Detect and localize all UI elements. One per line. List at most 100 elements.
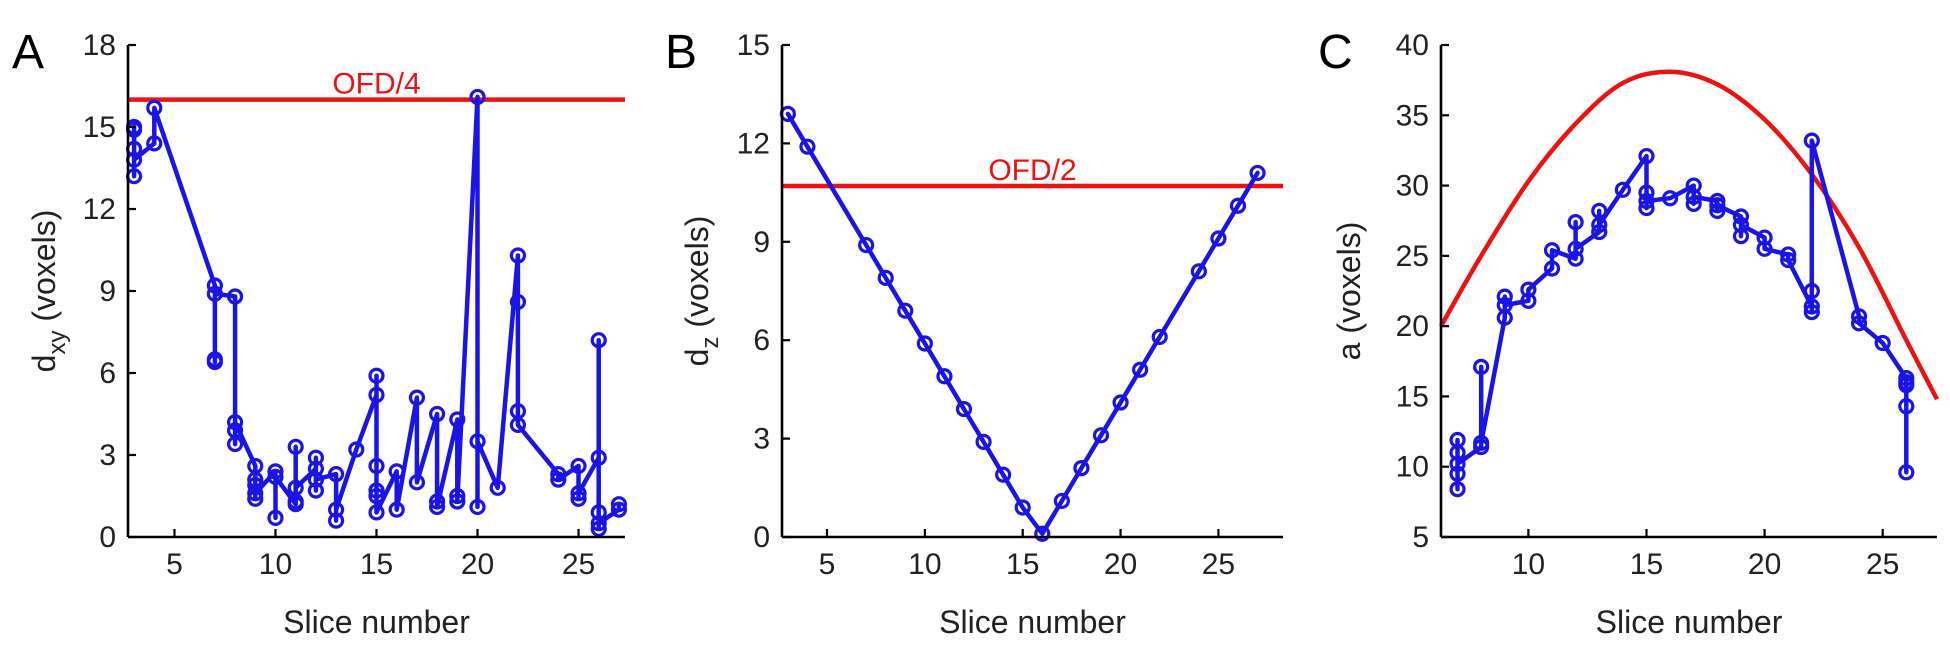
data-point xyxy=(1803,298,1820,315)
x-tick-label: 5 xyxy=(819,548,836,581)
y-axis-title-main: d xyxy=(679,349,715,367)
data-point xyxy=(348,441,365,458)
data-point xyxy=(1614,181,1631,198)
x-tick-label: 20 xyxy=(1748,548,1781,581)
x-tick-label: 20 xyxy=(461,548,494,581)
data-point xyxy=(1473,434,1490,451)
y-axis-title-subscript: z xyxy=(697,337,724,349)
data-point xyxy=(226,288,244,305)
data-point xyxy=(388,501,405,518)
data-point xyxy=(1449,481,1466,498)
data-point xyxy=(1449,465,1466,482)
reference-label: OFD/4 xyxy=(332,68,420,101)
data-point xyxy=(429,498,446,516)
y-tick-label: 15 xyxy=(1396,380,1429,413)
series-line-dxy xyxy=(131,94,622,532)
data-point xyxy=(388,463,405,480)
data-point xyxy=(307,471,324,488)
data-point xyxy=(590,515,607,532)
data-point xyxy=(1803,282,1820,300)
data-point xyxy=(1034,525,1051,542)
y-axis-title-rest: (voxels) xyxy=(1331,222,1367,343)
y-tick-label: 6 xyxy=(99,357,116,390)
data-point xyxy=(287,479,304,496)
data-point xyxy=(550,471,567,488)
x-tick-label: 15 xyxy=(360,548,393,581)
data-point xyxy=(1638,199,1655,217)
data-point xyxy=(1732,208,1750,225)
y-tick-label: 40 xyxy=(1396,29,1429,62)
data-point xyxy=(1638,147,1655,165)
data-point xyxy=(1151,328,1168,346)
x-tick-label: 10 xyxy=(908,548,941,581)
data-point xyxy=(1803,303,1820,321)
data-point xyxy=(247,476,264,494)
y-axis-title-rest: (voxels) xyxy=(26,210,62,331)
data-point xyxy=(429,405,446,423)
y-tick-label: 9 xyxy=(99,275,116,308)
x-axis-title: Slice number xyxy=(1596,604,1783,640)
data-point xyxy=(449,411,466,428)
data-point xyxy=(368,386,385,403)
x-tick-label: 15 xyxy=(1630,548,1663,581)
data-point xyxy=(1756,229,1773,246)
data-point xyxy=(226,414,244,431)
y-tick-label: 18 xyxy=(83,29,116,62)
data-point xyxy=(955,400,973,418)
data-point xyxy=(550,466,567,483)
data-point xyxy=(226,435,244,453)
y-tick-label: 10 xyxy=(1396,451,1429,484)
data-point xyxy=(247,485,264,502)
x-tick-label: 25 xyxy=(562,548,595,581)
data-point xyxy=(146,135,163,152)
data-point xyxy=(368,504,385,521)
data-point xyxy=(1898,464,1915,481)
data-point xyxy=(1898,374,1915,391)
data-point xyxy=(509,416,527,434)
data-point xyxy=(368,457,385,475)
data-point xyxy=(287,438,304,455)
data-point xyxy=(307,482,324,499)
data-point xyxy=(1449,444,1466,461)
data-point xyxy=(1732,216,1750,234)
data-point xyxy=(1803,132,1820,149)
y-axis-title-rest: (voxels) xyxy=(679,216,715,337)
y-tick-label: 9 xyxy=(753,226,770,259)
series-line-a xyxy=(1455,138,1909,492)
data-point xyxy=(975,433,992,450)
data-point xyxy=(1132,361,1149,378)
y-tick-label: 3 xyxy=(99,439,116,472)
data-point xyxy=(1543,260,1561,277)
y-tick-label: 30 xyxy=(1396,170,1429,203)
data-point xyxy=(307,460,324,477)
data-point xyxy=(799,138,816,155)
y-tick-label: 25 xyxy=(1396,240,1429,273)
y-tick-label: 35 xyxy=(1396,99,1429,132)
data-point xyxy=(509,247,527,264)
data-point xyxy=(206,351,223,368)
data-point xyxy=(408,389,426,406)
x-tick-label: 10 xyxy=(259,548,292,581)
data-point xyxy=(1190,263,1207,280)
panel-c: C 5 10 15 20 25 30 35 40 10 15 20 25 Slice number a (v… xyxy=(1318,26,1939,640)
data-point xyxy=(936,368,953,385)
data-point xyxy=(1780,246,1797,263)
data-point xyxy=(1496,296,1513,314)
data-point xyxy=(429,493,446,510)
data-point xyxy=(1874,334,1891,352)
panel-a: A OFD/4 0 3 6 9 12 15 18 5 10 15 20 25 Slice number dxy… xyxy=(12,26,628,640)
y-tick-label: 6 xyxy=(753,324,770,357)
data-point xyxy=(590,504,607,521)
y-tick-label: 3 xyxy=(753,423,770,456)
y-axis-title: a (voxels) xyxy=(1331,222,1367,361)
y-tick-label: 15 xyxy=(737,29,770,62)
data-point xyxy=(206,285,223,302)
data-point xyxy=(267,509,284,526)
data-point xyxy=(1543,242,1561,259)
data-point xyxy=(858,236,875,254)
y-axis-title-main: a xyxy=(1331,342,1367,360)
data-point xyxy=(590,449,607,466)
data-point xyxy=(206,277,223,294)
data-point xyxy=(1756,240,1773,257)
data-point xyxy=(610,501,628,518)
